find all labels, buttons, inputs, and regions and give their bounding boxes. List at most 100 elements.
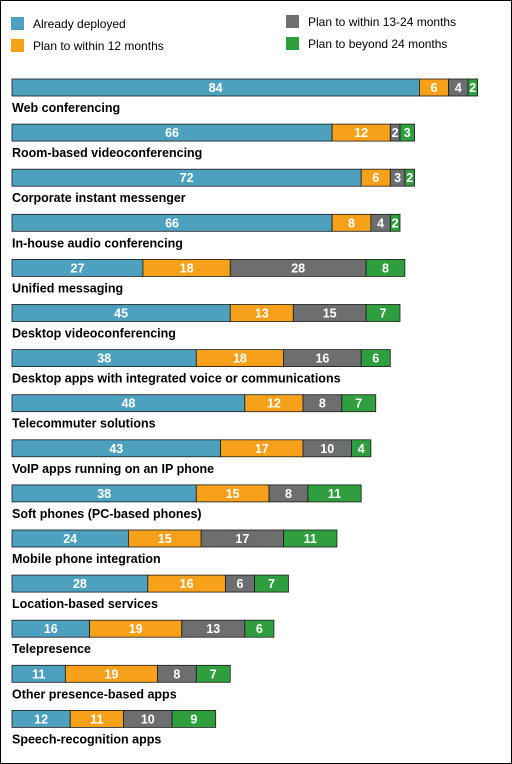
bar-value-3-1: 72 [180,171,194,185]
category-label-1: Web conferencing [12,101,120,115]
bar-value-14-3: 8 [173,667,180,681]
category-label-8: Telecommuter solutions [12,417,156,431]
bar-value-11-2: 15 [158,532,172,546]
bar-value-5-3: 28 [291,261,305,275]
legend-label-1: Already deployed [33,17,126,31]
bar-value-8-1: 48 [121,397,135,411]
bar-value-15-4: 9 [190,712,197,726]
bar-value-15-1: 12 [34,712,48,726]
bar-value-1-2: 6 [430,81,437,95]
bar-segment-13-4 [244,619,275,638]
bar-value-4-1: 66 [165,216,179,230]
bar-value-2-4: 3 [404,126,411,140]
bar-value-3-4: 2 [406,171,413,185]
legend-swatch-4 [286,37,299,50]
category-label-7: Desktop apps with integrated voice or co… [12,372,341,386]
bar-segment-9-4 [351,439,372,458]
category-label-6: Desktop videoconferencing [12,327,176,341]
bar-value-12-1: 28 [73,577,87,591]
bar-value-2-3: 2 [392,126,399,140]
category-label-11: Mobile phone integration [12,552,161,566]
bar-segment-3-4 [404,168,415,187]
bar-value-7-1: 38 [97,352,111,366]
bar-value-4-4: 2 [392,216,399,230]
category-label-13: Telepresence [12,642,91,656]
category-label-14: Other presence-based apps [12,687,177,701]
bar-value-4-2: 8 [348,216,355,230]
bar-value-9-1: 43 [109,442,123,456]
legend-label-2: Plan to within 12 months [33,39,164,53]
bar-value-12-4: 7 [268,577,275,591]
category-label-2: Room-based videoconferencing [12,146,202,160]
bar-value-13-2: 19 [129,622,143,636]
bar-value-13-1: 16 [44,622,58,636]
bar-value-2-2: 12 [354,126,368,140]
bar-value-8-4: 7 [355,397,362,411]
legend-swatch-3 [286,15,299,28]
bar-segment-2-4 [399,123,415,142]
bar-value-9-2: 17 [255,442,269,456]
bar-value-13-3: 13 [206,622,220,636]
bar-value-9-3: 10 [320,442,334,456]
bar-value-6-2: 13 [255,307,269,321]
bar-value-5-2: 18 [180,261,194,275]
legend-label-3: Plan to within 13-24 months [308,15,456,29]
bar-value-1-3: 4 [455,81,462,95]
bar-segment-14-4 [195,664,231,683]
bar-value-11-1: 24 [63,532,77,546]
category-label-10: Soft phones (PC-based phones) [12,507,202,521]
legend-swatch-1 [11,17,24,30]
bar-value-10-3: 8 [285,487,292,501]
bar-segment-1-4 [467,78,478,97]
bar-segment-10-4 [307,484,362,503]
bar-value-9-4: 4 [358,442,365,456]
bar-value-3-3: 3 [394,171,401,185]
category-label-5: Unified messaging [12,281,123,295]
bar-value-7-2: 18 [233,352,247,366]
bar-segment-11-4 [283,529,338,548]
bar-value-10-1: 38 [97,487,111,501]
bar-segment-4-4 [389,213,401,232]
bar-value-10-2: 15 [226,487,240,501]
bar-value-14-4: 7 [210,667,217,681]
bar-value-6-1: 45 [114,307,128,321]
bar-value-5-4: 8 [382,261,389,275]
bar-value-15-3: 10 [141,712,155,726]
bar-segment-7-4 [360,349,391,368]
bar-value-12-3: 6 [236,577,243,591]
category-label-3: Corporate instant messenger [12,191,186,205]
bar-value-5-1: 27 [71,261,85,275]
bar-value-7-4: 6 [372,352,379,366]
bar-value-14-1: 11 [32,667,45,681]
bar-segment-12-4 [254,574,289,593]
bar-value-8-2: 12 [267,397,281,411]
legend-swatch-2 [11,39,24,52]
bar-value-15-2: 11 [90,712,103,726]
legend-label-4: Plan to beyond 24 months [308,37,447,51]
bar-value-11-3: 17 [235,532,249,546]
bar-value-6-3: 15 [323,307,337,321]
bar-segment-8-4 [341,394,377,413]
bar-value-11-4: 11 [304,532,317,546]
bar-value-1-4: 2 [469,81,476,95]
category-label-4: In-house audio conferencing [12,236,183,250]
category-label-12: Location-based services [12,597,158,611]
bar-value-13-4: 6 [256,622,263,636]
category-label-9: VoIP apps running on an IP phone [12,462,214,476]
bar-value-14-2: 19 [104,667,118,681]
bar-segment-15-4 [171,710,217,728]
bar-value-12-2: 16 [180,577,194,591]
bar-segment-5-4 [365,258,406,277]
category-label-15: Speech-recognition apps [12,732,161,746]
bar-value-8-3: 8 [319,397,326,411]
bar-value-4-3: 4 [377,216,384,230]
bar-value-1-1: 84 [209,81,223,95]
bar-value-7-3: 16 [315,352,329,366]
bar-value-10-4: 11 [328,487,341,501]
bar-value-6-4: 7 [380,307,387,321]
bar-value-3-2: 6 [372,171,379,185]
bar-segment-6-4 [365,304,401,322]
bar-value-2-1: 66 [165,126,179,140]
